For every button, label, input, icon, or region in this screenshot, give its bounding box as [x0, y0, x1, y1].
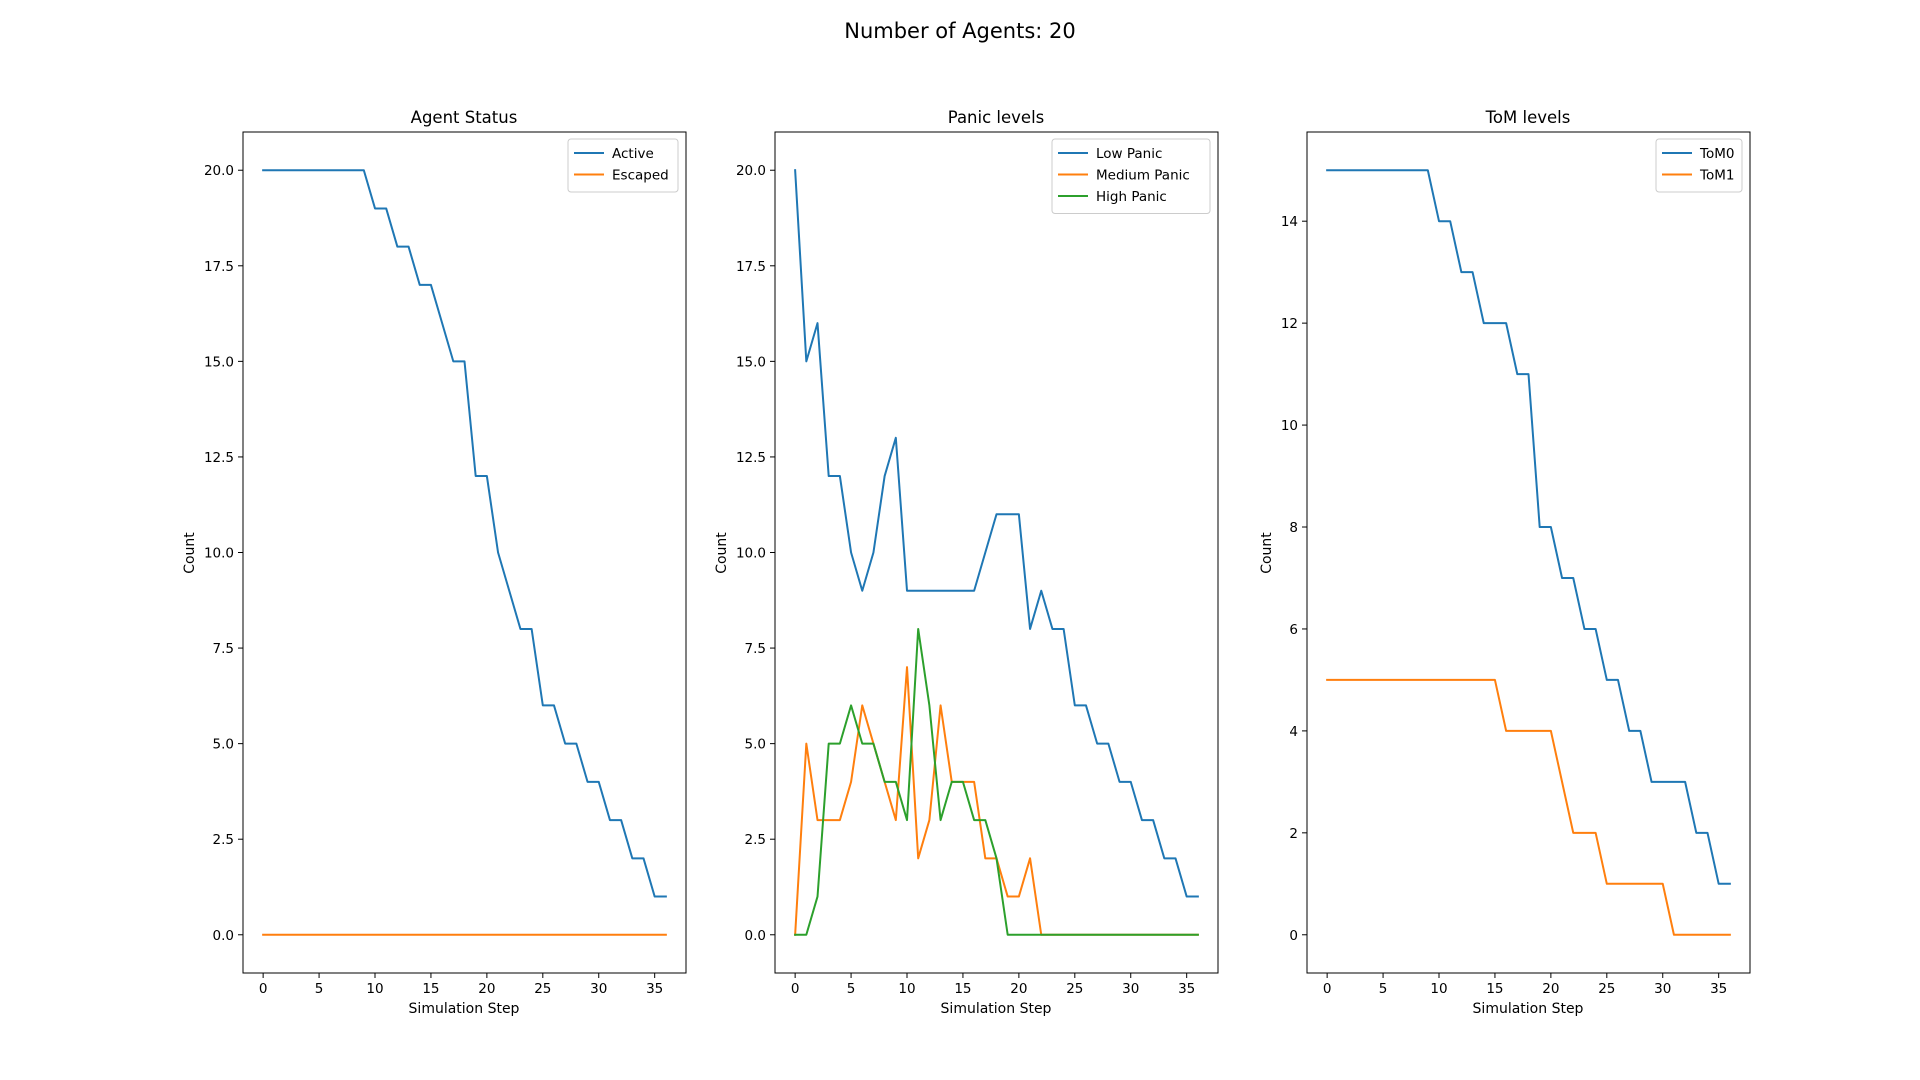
legend-box: [1051, 138, 1211, 214]
y-tick-label: 6: [1289, 622, 1298, 638]
axes-frame: [242, 131, 687, 974]
figure-suptitle: Number of Agents: 20: [844, 19, 1076, 43]
y-tick-label: 2: [1289, 826, 1298, 842]
y-tick-label: 0.0: [745, 928, 766, 944]
legend-label-1: Medium Panic: [1096, 168, 1190, 184]
x-tick-label: 5: [315, 981, 324, 997]
legend-label-1: ToM1: [1699, 168, 1734, 184]
axes-frame: [774, 131, 1219, 974]
y-tick-label: 2.5: [213, 832, 234, 848]
y-tick-label: 12: [1281, 316, 1298, 332]
x-tick-label: 20: [1010, 981, 1027, 997]
x-tick-label: 20: [478, 981, 495, 997]
y-tick-label: 7.5: [745, 641, 766, 657]
y-tick-label: 15.0: [204, 354, 234, 370]
x-tick-label: 35: [1710, 981, 1727, 997]
x-tick-label: 5: [847, 981, 856, 997]
y-tick-label: 20.0: [204, 163, 234, 179]
y-tick-label: 12.5: [204, 450, 234, 466]
x-tick-label: 35: [1178, 981, 1195, 997]
legend-label-0: Low Panic: [1096, 146, 1162, 162]
x-axis-label: Simulation Step: [941, 1001, 1052, 1017]
series-line-0: [794, 169, 1199, 898]
series-line-0: [1326, 169, 1731, 885]
x-tick-label: 30: [1654, 981, 1671, 997]
y-tick-label: 17.5: [736, 259, 766, 275]
x-tick-label: 15: [1486, 981, 1503, 997]
legend-label-0: Active: [612, 146, 654, 162]
y-tick-label: 20.0: [736, 163, 766, 179]
x-tick-label: 25: [534, 981, 551, 997]
series-line-1: [794, 666, 1199, 936]
series-line-0: [262, 169, 667, 898]
x-tick-label: 0: [259, 981, 268, 997]
y-axis-label: Count: [714, 532, 730, 574]
x-tick-label: 15: [954, 981, 971, 997]
x-axis-label: Simulation Step: [1473, 1001, 1584, 1017]
y-tick-label: 4: [1289, 724, 1298, 740]
x-tick-label: 20: [1542, 981, 1559, 997]
series-line-1: [1326, 678, 1731, 936]
x-tick-label: 25: [1598, 981, 1615, 997]
x-tick-label: 15: [422, 981, 439, 997]
y-axis-label: Count: [182, 532, 198, 574]
y-tick-label: 10: [1281, 418, 1298, 434]
x-tick-label: 25: [1066, 981, 1083, 997]
x-tick-label: 5: [1379, 981, 1388, 997]
y-tick-label: 0.0: [213, 928, 234, 944]
y-tick-label: 7.5: [213, 641, 234, 657]
x-tick-label: 0: [1323, 981, 1332, 997]
y-axis-label: Count: [1259, 532, 1275, 574]
y-tick-label: 10.0: [204, 546, 234, 562]
x-tick-label: 0: [791, 981, 800, 997]
axes-frame: [1306, 131, 1751, 974]
y-tick-label: 5.0: [745, 737, 766, 753]
y-tick-label: 5.0: [213, 737, 234, 753]
x-tick-label: 10: [898, 981, 915, 997]
y-tick-label: 12.5: [736, 450, 766, 466]
subplot-title: ToM levels: [1485, 108, 1571, 127]
subplot-title: Panic levels: [948, 108, 1045, 127]
y-tick-label: 17.5: [204, 259, 234, 275]
subplot-title: Agent Status: [411, 108, 518, 127]
y-tick-label: 2.5: [745, 832, 766, 848]
legend-label-2: High Panic: [1096, 189, 1167, 205]
legend: Low Panic Medium Panic High Panic: [1051, 138, 1211, 214]
x-tick-label: 10: [1430, 981, 1447, 997]
subplot-agent-status: Agent Status Simulation Step Count 0 5 10 1…: [182, 108, 687, 1017]
y-tick-label: 10.0: [736, 546, 766, 562]
y-tick-label: 8: [1289, 520, 1298, 536]
x-tick-label: 30: [590, 981, 607, 997]
legend: ToM0 ToM1: [1655, 138, 1743, 193]
y-tick-label: 0: [1289, 928, 1298, 944]
y-tick-label: 15.0: [736, 354, 766, 370]
series-line-2: [794, 627, 1199, 936]
legend-label-1: Escaped: [612, 168, 669, 184]
x-tick-label: 10: [366, 981, 383, 997]
x-tick-label: 30: [1122, 981, 1139, 997]
subplot-tom-levels: ToM levels Simulation Step Count 0 5 10 15 2…: [1259, 108, 1751, 1017]
x-tick-label: 35: [646, 981, 663, 997]
legend: Active Escaped: [567, 138, 679, 193]
y-tick-label: 14: [1281, 214, 1298, 230]
legend-label-0: ToM0: [1699, 146, 1734, 162]
x-axis-label: Simulation Step: [409, 1001, 520, 1017]
subplot-panic-levels: Panic levels Simulation Step Count 0 5 10 1…: [714, 108, 1219, 1017]
